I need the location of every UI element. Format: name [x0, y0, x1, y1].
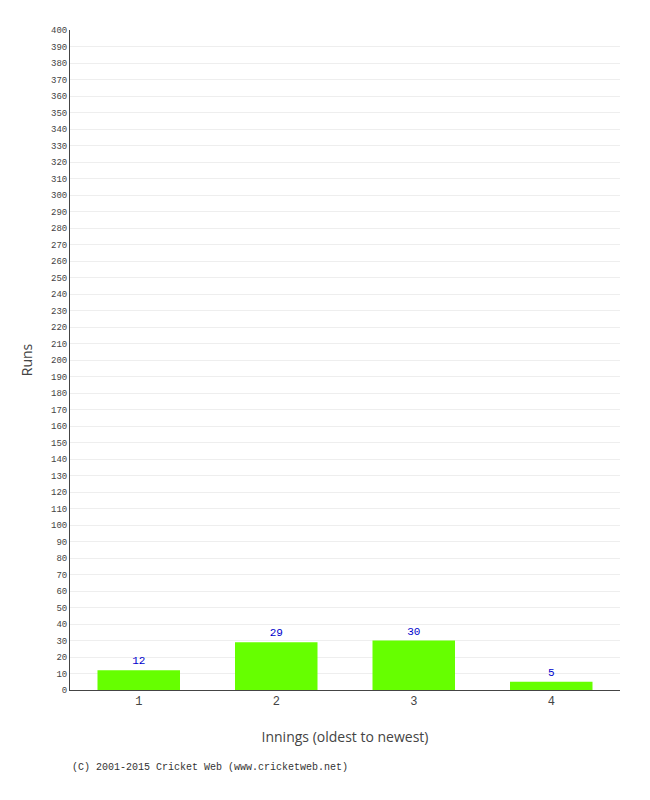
svg-text:0: 0 [62, 686, 67, 696]
svg-text:1: 1 [135, 695, 142, 709]
svg-text:200: 200 [51, 356, 67, 366]
svg-text:270: 270 [51, 241, 67, 251]
svg-text:360: 360 [51, 92, 67, 102]
svg-text:80: 80 [56, 554, 67, 564]
svg-text:10: 10 [56, 670, 67, 680]
svg-text:160: 160 [51, 422, 67, 432]
svg-text:90: 90 [56, 538, 67, 548]
svg-text:220: 220 [51, 323, 67, 333]
svg-text:110: 110 [51, 505, 67, 515]
svg-text:390: 390 [51, 43, 67, 53]
svg-text:190: 190 [51, 373, 67, 383]
svg-text:30: 30 [407, 626, 420, 638]
svg-text:70: 70 [56, 571, 67, 581]
svg-text:100: 100 [51, 521, 67, 531]
svg-text:130: 130 [51, 472, 67, 482]
svg-text:40: 40 [56, 620, 67, 630]
svg-text:20: 20 [56, 653, 67, 663]
svg-text:250: 250 [51, 274, 67, 284]
svg-text:240: 240 [51, 290, 67, 300]
svg-text:4: 4 [548, 695, 555, 709]
svg-text:140: 140 [51, 455, 67, 465]
svg-text:350: 350 [51, 109, 67, 119]
svg-text:50: 50 [56, 604, 67, 614]
svg-text:310: 310 [51, 175, 67, 185]
svg-text:260: 260 [51, 257, 67, 267]
svg-text:2: 2 [273, 695, 280, 709]
svg-text:400: 400 [51, 26, 67, 36]
svg-text:12: 12 [132, 655, 145, 667]
svg-text:Innings (oldest to newest): Innings (oldest to newest) [262, 727, 429, 746]
svg-text:180: 180 [51, 389, 67, 399]
svg-text:330: 330 [51, 142, 67, 152]
svg-text:150: 150 [51, 439, 67, 449]
svg-text:5: 5 [548, 667, 555, 679]
svg-text:340: 340 [51, 125, 67, 135]
svg-text:230: 230 [51, 307, 67, 317]
svg-text:380: 380 [51, 59, 67, 69]
svg-text:370: 370 [51, 76, 67, 86]
svg-text:(C) 2001-2015 Cricket Web (www: (C) 2001-2015 Cricket Web (www.cricketwe… [72, 762, 348, 773]
svg-text:320: 320 [51, 158, 67, 168]
svg-text:280: 280 [51, 224, 67, 234]
svg-text:30: 30 [56, 637, 67, 647]
svg-text:120: 120 [51, 488, 67, 498]
svg-text:Runs: Runs [17, 343, 36, 376]
svg-text:290: 290 [51, 208, 67, 218]
svg-text:210: 210 [51, 340, 67, 350]
svg-text:300: 300 [51, 191, 67, 201]
svg-text:3: 3 [410, 695, 417, 709]
svg-text:170: 170 [51, 406, 67, 416]
svg-text:60: 60 [56, 587, 67, 597]
svg-text:29: 29 [270, 627, 283, 639]
